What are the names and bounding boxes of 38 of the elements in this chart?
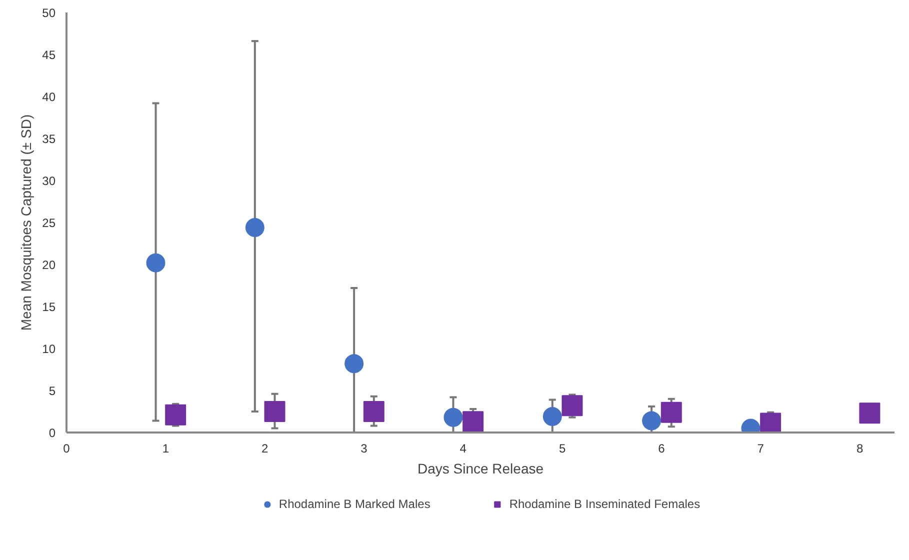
point [660,402,682,423]
x-tick-label: 8 [856,442,864,456]
x-tick-label: 1 [162,442,170,456]
x-axis-title: Days Since Release [417,460,544,476]
x-tick-label: 3 [360,442,368,456]
y-tick-label: 5 [48,384,56,398]
point [760,412,782,432]
x-tick-label: 2 [261,442,268,456]
point [444,408,463,427]
point [462,411,484,432]
point [344,354,364,374]
x-tick-label: 4 [460,442,467,456]
x-tick-label: 5 [558,442,566,456]
point [363,401,384,422]
legend-label: Rhodamine B Marked Males [278,497,430,511]
y-tick-label: 45 [42,48,56,62]
y-tick-label: 15 [42,300,56,314]
y-tick-label: 35 [42,132,56,146]
point [165,404,186,426]
y-tick-label: 50 [42,6,56,20]
y-tick-label: 25 [42,216,56,230]
x-tick-label: 6 [658,442,666,456]
y-tick-label: 0 [48,426,56,440]
y-tick-label: 30 [42,174,56,188]
point [859,402,880,424]
x-tick-label: 0 [63,442,70,456]
point [245,218,264,238]
point [146,253,166,272]
point [542,407,562,426]
y-tick-label: 40 [42,90,56,104]
point [264,401,286,422]
legend-label: Rhodamine B Inseminated Females [509,497,700,511]
point [562,395,583,416]
x-tick-label: 7 [757,442,764,456]
y-axis-title: Mean Mosquitoes Captured (± SD) [18,114,34,331]
y-tick-label: 10 [42,342,56,356]
point [642,411,662,430]
y-tick-label: 20 [42,258,56,272]
